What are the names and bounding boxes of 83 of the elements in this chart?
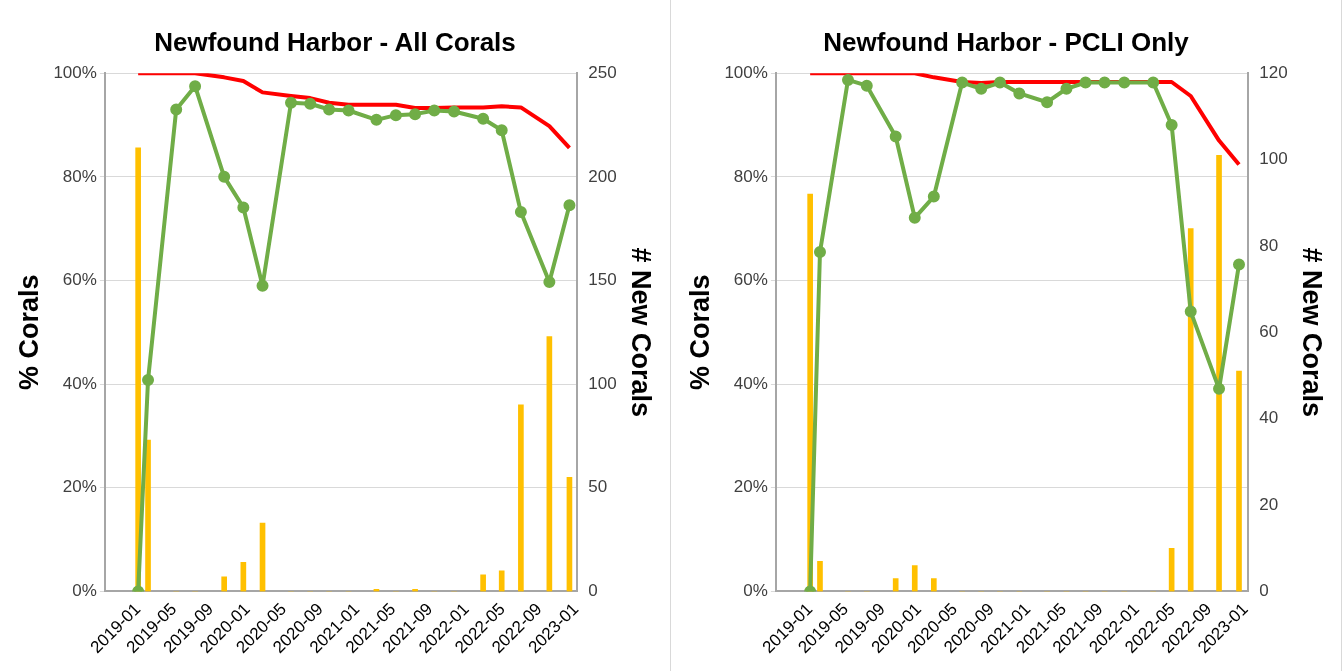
y2-tick-label: 80 [1259,235,1279,255]
point [495,124,508,137]
point [975,82,988,95]
y2-tick-label: 100 [588,373,617,393]
y-tick-label: 60% [733,270,768,290]
y2-tick-label: 120 [1259,62,1288,82]
y-tick-label: 60% [62,270,97,290]
point [563,199,576,212]
bar [221,576,227,592]
y-tick-label: 0% [743,581,768,601]
y-tick-label: 40% [62,373,97,393]
point [389,109,402,122]
point [142,374,155,387]
bar [1216,154,1222,592]
point [1213,382,1226,395]
bar [911,565,918,592]
y2-tick-label: 0 [1259,581,1269,601]
bar [480,574,486,592]
chart-title: Newfound Harbor - PCLI Only [823,26,1190,57]
bar [931,578,937,592]
point [908,211,921,224]
point [956,76,969,89]
y-tick-label: 0% [72,581,97,601]
y-tick-label: 80% [62,166,97,186]
bar [498,570,505,592]
point [237,201,250,214]
point [1041,96,1054,109]
point [860,79,873,92]
bar [892,578,899,592]
point [218,170,231,183]
bar [817,560,823,592]
point [927,190,940,203]
point [842,73,854,86]
point [170,103,183,116]
point [189,80,202,93]
point [256,279,269,292]
point [342,104,355,117]
y-axis-title: % Corals [684,274,715,391]
point [370,113,383,126]
point [993,76,1006,89]
point [1165,119,1178,132]
y2-tick-label: 250 [588,62,617,82]
point [1098,76,1111,89]
y2-tick-label: 0 [588,581,598,601]
point [1184,305,1197,318]
bar [1236,370,1242,592]
bar [518,404,524,592]
y-tick-label: 20% [62,477,97,497]
point [428,104,441,117]
y-axis-title: % Corals [13,274,44,391]
y2-tick-label: 150 [588,270,617,290]
chart-title: Newfound Harbor - All Corals [154,26,516,57]
point [1147,76,1160,89]
y2-tick-label: 200 [588,166,617,186]
point [323,103,336,116]
y2-tick-label: 60 [1259,322,1279,342]
y2-axis-title: # New Corals [1297,247,1328,418]
point [1118,76,1131,89]
bar [1187,228,1194,592]
y-tick-label: 40% [733,373,768,393]
point [448,105,461,118]
point [1013,87,1026,100]
y2-tick-label: 100 [1259,149,1288,169]
y-tick-label: 80% [733,166,768,186]
y-tick-label: 100% [724,62,768,82]
point [285,96,298,109]
point [1060,82,1073,95]
point [304,97,317,110]
y2-tick-label: 20 [1259,494,1279,514]
point [889,130,902,143]
point [409,108,422,121]
y2-tick-label: 50 [588,477,608,497]
y2-axis-title: # New Corals [626,247,657,418]
y-tick-label: 20% [733,477,768,497]
point [514,206,527,219]
point [477,112,490,125]
bar [145,439,151,592]
point [1233,258,1245,271]
point [543,276,556,289]
point [813,246,826,258]
point [1079,76,1092,89]
y-tick-label: 100% [53,62,97,82]
y2-tick-label: 40 [1259,408,1279,428]
